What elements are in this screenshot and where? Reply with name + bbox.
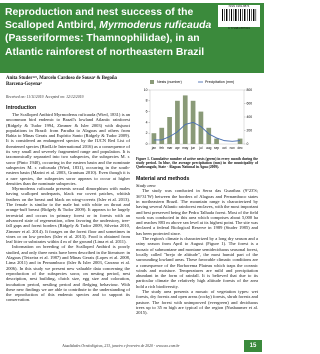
barcode-number: 9 771981 887003 [228,26,250,30]
x-tick-label: jun [190,146,195,150]
chart: 0 2 4 6 8 10 0 200 400 600 800 jan feb mar apr may jun ju… [144,80,253,150]
issn-box: ISSN 1981-8874 9 771981 887003 [218,4,260,30]
y2-tick-label: 0 [247,142,249,146]
bar [151,133,157,144]
x-tick-label: oct [222,146,226,150]
paragraph: The study was conducted in Serra das Gua… [136,188,258,236]
y-tick-label: 8 [146,99,148,103]
subsection-heading: Study area [136,183,156,188]
y2-tick-label: 400 [247,115,253,119]
paragraph: Information on breeding of the Scalloped… [6,244,130,303]
section-heading: Material and methods [136,176,190,182]
barcode [222,9,257,21]
paragraph: The Scalloped Antbird Myrmoderus ruficau… [6,112,130,186]
title-text: Reproduction and nest success of the Sca… [5,7,194,32]
legend-swatch [150,80,154,84]
bar [206,127,212,144]
y-tick-label: 0 [146,142,148,146]
left-column: Introduction The Scalloped Antbird Myrmo… [6,104,130,340]
y2-tick-label: 200 [247,128,253,132]
footer: Atualidades Ornitológicas, 213, janeiro … [62,344,180,348]
y2-tick-label: 800 [247,88,253,92]
bar [167,117,172,144]
x-tick-label: dec [238,146,244,150]
y-tick-label: 4 [146,120,148,124]
page: Reproduction and nest success of the Sca… [0,3,264,352]
received-note: Received on: 11/11/2019. Accepted on: 12… [6,95,85,99]
x-tick-label: mar [167,146,173,150]
paragraph: The region's climate is characterized by… [136,236,258,289]
bar [175,100,180,144]
precipitation-line [153,121,241,142]
issn: ISSN 1981-8874 [228,4,250,8]
y-tick-label: 10 [144,88,148,92]
section-heading: Introduction [6,105,37,111]
x-tick-label: jan [151,146,156,150]
x-tick-label: aug [206,146,212,150]
authors: Anita Studer¹²³, Marcelo Cardoso de Sous… [6,76,117,87]
x-tick-label: nov [230,146,236,150]
bar [198,111,204,144]
x-tick-label: apr [175,146,181,150]
bar [237,138,243,144]
x-tick-label: feb [160,146,165,150]
paragraph: Myrmoderus ruficauda presents sexual dim… [6,186,130,245]
y2-tick-label: 600 [247,101,253,105]
title-species: Myrmoderus ruficauda [99,20,212,32]
right-column: Material and methods Study area The stud… [136,175,258,340]
paragraph: The study area presents a mosaic of vege… [136,289,258,316]
title-text: (Passeriformes: Thamnophilidae), in an A… [5,33,205,58]
bar [182,95,188,144]
plot-frame [149,89,245,145]
y-tick-label: 2 [146,131,148,135]
legend-label: Precipitation (mm) [205,80,234,84]
x-tick-label: may [182,146,188,150]
page-number: 15 [244,340,262,352]
figure-caption: Figure 1. Cumulative number of active ne… [136,157,258,170]
x-tick-label: jul [198,146,202,150]
x-tick-label: sep [214,146,219,150]
article-title: Reproduction and nest success of the Sca… [5,6,215,59]
bar [214,138,219,144]
legend-label: Nests (number) [157,80,182,84]
bar [159,127,165,144]
y-tick-label: 6 [146,109,148,113]
